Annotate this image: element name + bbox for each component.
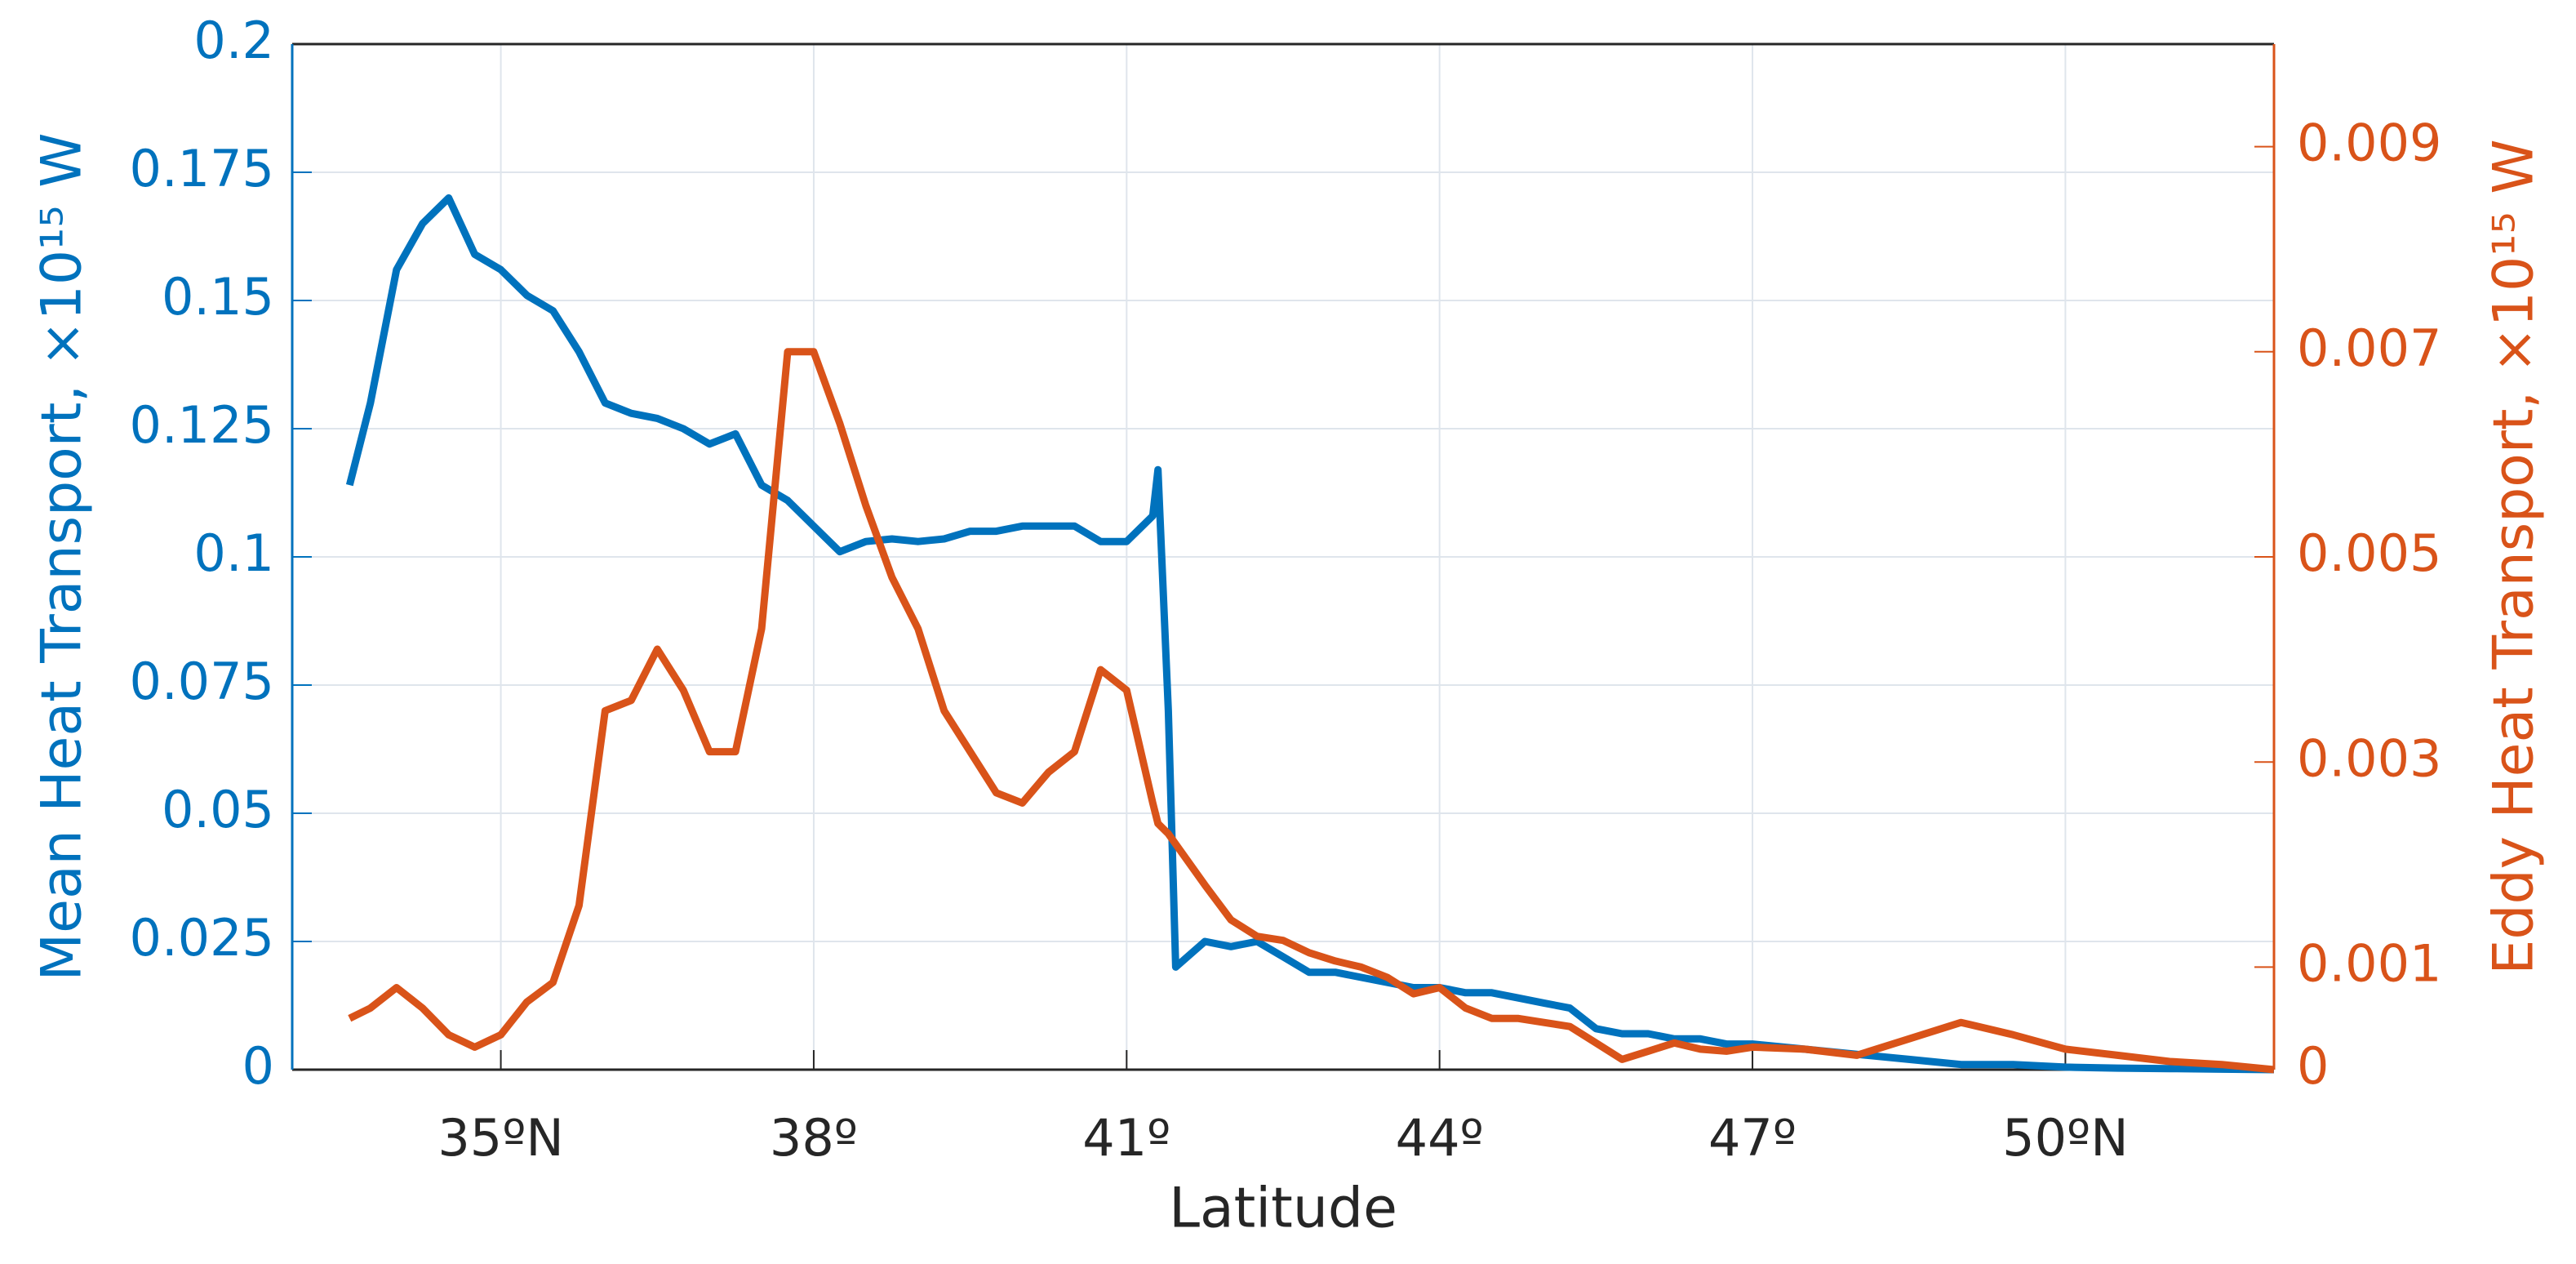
y-tick-label: 0 xyxy=(242,1036,274,1096)
x-tick-label: 35ºN xyxy=(437,1108,564,1168)
data-line xyxy=(348,348,2275,1074)
x-tick-label: 44º xyxy=(1396,1108,1484,1168)
y-tick-label: 0.175 xyxy=(130,139,275,198)
y2-tick-label: 0.009 xyxy=(2297,113,2442,173)
y-tick-label: 0.025 xyxy=(130,908,275,968)
y-tick-label: 0.125 xyxy=(130,395,275,455)
y-tick-label: 0.05 xyxy=(162,780,274,839)
y2-tick-label: 0.003 xyxy=(2297,728,2442,788)
y-axis-label: Mean Heat Transport, ×10¹⁵ W xyxy=(30,133,95,981)
y2-tick-label: 0.001 xyxy=(2297,933,2442,993)
y-tick-label: 0.075 xyxy=(130,652,275,711)
y2-tick-label: 0.007 xyxy=(2297,318,2442,378)
x-axis-label: Latitude xyxy=(1169,1177,1397,1241)
data-line xyxy=(345,194,2275,1074)
y2-axis-label: Eddy Heat Transport, ×10¹⁵ W xyxy=(2482,139,2547,974)
x-tick-label: 41º xyxy=(1082,1108,1170,1168)
x-tick-label: 47º xyxy=(1708,1108,1797,1168)
y-tick-label: 0.15 xyxy=(162,267,274,327)
y-tick-label: 0.1 xyxy=(193,523,274,583)
y-tick-label: 0.2 xyxy=(193,11,274,70)
y2-tick-label: 0.005 xyxy=(2297,523,2442,583)
x-tick-label: 38º xyxy=(770,1108,858,1168)
y2-tick-label: 0 xyxy=(2297,1036,2329,1096)
x-tick-label: 50ºN xyxy=(2002,1108,2129,1168)
